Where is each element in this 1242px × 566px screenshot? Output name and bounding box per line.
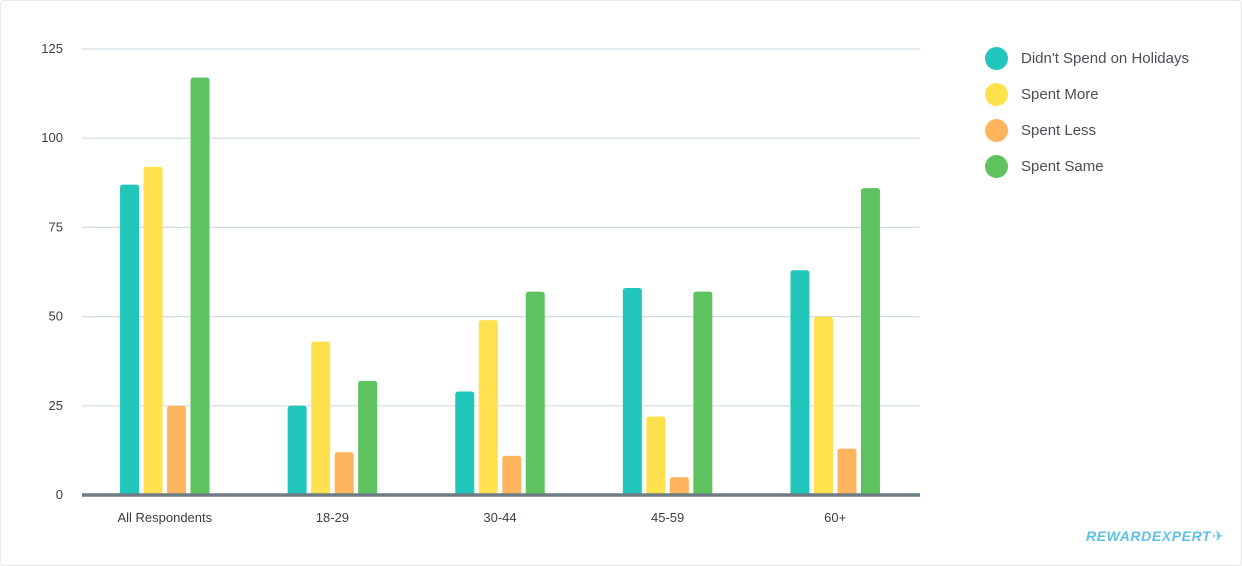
legend-label: Spent Less [1021, 121, 1097, 139]
bar [190, 77, 210, 495]
bar [120, 184, 140, 496]
bar [502, 455, 522, 495]
legend-item-spent-same: Spent Same [985, 148, 1189, 184]
x-tick-label: All Respondents [117, 510, 212, 525]
bar [646, 416, 666, 495]
y-tick-label: 125 [41, 41, 63, 56]
y-tick-label: 75 [49, 219, 63, 234]
bar [478, 320, 498, 495]
legend-item-spent-more: Spent More [985, 76, 1189, 112]
bar [143, 166, 163, 495]
airplane-icon: ✈ [1212, 528, 1225, 544]
bar [860, 188, 880, 496]
y-tick-label: 100 [41, 130, 63, 145]
legend-swatch [985, 82, 1008, 106]
bar [311, 341, 331, 495]
brand-logo: REWARDEXPERT✈ [1086, 528, 1225, 545]
bar [837, 448, 857, 495]
bar [167, 405, 187, 495]
legend-swatch [985, 46, 1008, 70]
bar [358, 380, 378, 495]
bar [693, 291, 713, 495]
bar [287, 405, 307, 495]
legend-swatch [985, 154, 1008, 178]
y-tick-label: 0 [56, 487, 63, 502]
x-tick-label: 18-29 [316, 510, 349, 525]
bar [790, 270, 810, 495]
y-tick-label: 50 [49, 309, 63, 324]
x-tick-label: 45-59 [651, 510, 684, 525]
bar-chart: 0 25 50 75 100 125 All Respondents 18-29 30-44 45… [41, 41, 920, 525]
x-tick-label: 60+ [824, 510, 846, 525]
legend-swatch [985, 118, 1008, 142]
bar [525, 291, 545, 495]
y-tick-label: 25 [49, 398, 63, 413]
bar [813, 316, 833, 495]
legend-label: Spent More [1021, 85, 1099, 103]
legend-label: Didn't Spend on Holidays [1021, 49, 1189, 67]
x-tick-label: 30-44 [483, 510, 516, 525]
legend-item-didnt-spend: Didn't Spend on Holidays [985, 40, 1189, 76]
legend: Didn't Spend on Holidays Spent More Spen… [985, 40, 1189, 184]
brand-name: REWARDEXPERT [1086, 528, 1212, 544]
bar [334, 452, 354, 495]
bar [669, 477, 689, 495]
legend-item-spent-less: Spent Less [985, 112, 1189, 148]
bar [622, 288, 642, 495]
bar [455, 391, 475, 495]
legend-label: Spent Same [1021, 157, 1104, 175]
